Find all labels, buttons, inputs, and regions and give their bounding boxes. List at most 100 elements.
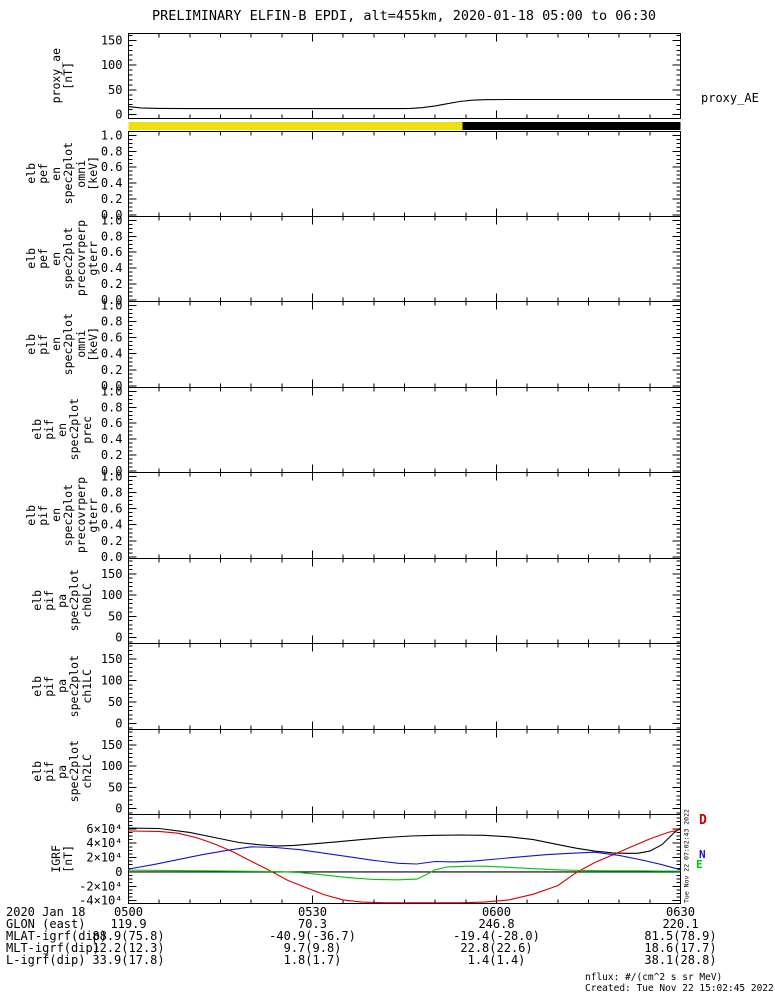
y-tick-label: 0.2: [101, 277, 123, 291]
y-tick-label: 0.6: [101, 502, 123, 516]
axis-label-word: pif: [42, 590, 57, 611]
y-tick-label: 1.0: [101, 299, 123, 313]
series-E: [128, 865, 681, 881]
y-tick-label: 50: [108, 83, 122, 97]
axis-label-word: prec: [79, 415, 94, 444]
series-N: [128, 846, 681, 871]
footer-value: 0500: [114, 905, 143, 919]
legend-label-e: E: [696, 858, 703, 871]
axis-label-word: ch2LC: [79, 754, 94, 789]
sunlight-bar-segment: [128, 122, 463, 130]
panel-frame: [128, 33, 681, 119]
footer-value: 119.9: [110, 917, 147, 931]
footer-row-label: 2020 Jan 18: [6, 905, 86, 919]
panel-label-elb_pif_pa_spec2plot_ch0LC: elb pif pa spec2plot ch0LC: [24, 558, 100, 643]
y-tick-label: 6×10⁴: [86, 822, 122, 836]
footer-row-label: MLAT-igrf(dip): [6, 929, 108, 943]
panel-label-elb_pif_pa_spec2plot_ch2LC: elb pif pa spec2plot ch2LC: [24, 729, 100, 814]
y-tick-label: 50: [108, 780, 122, 794]
created-note: Created: Tue Nov 22 15:02:45 2022: [585, 983, 774, 994]
panel-label-proxy_ae: proxy_ae [nT]: [24, 33, 100, 118]
axis-label-word: pif: [42, 675, 57, 697]
footer-row-label: GLON (east): [6, 917, 86, 931]
y-tick-label: 0.2: [101, 534, 123, 548]
y-tick-label: 0.6: [101, 160, 123, 174]
axis-label-word: spec2plot: [67, 569, 82, 632]
panel-frame: [128, 301, 681, 388]
footer-value: 22.8(22.6): [460, 941, 533, 955]
y-tick-label: 4×10⁴: [86, 836, 122, 850]
footer-row: 2020 Jan 18 0500 0530 0600 0630: [0, 905, 775, 919]
y-tick-label: 0.8: [101, 486, 123, 500]
plot-title: PRELIMINARY ELFIN-B EPDI, alt=455km, 202…: [152, 8, 656, 24]
y-tick-label: 0.4: [101, 518, 123, 532]
sunlight-bar-segment: [462, 122, 681, 130]
panel-frame: [128, 814, 681, 904]
side-timestamp: Tue Nov 22 07:02:43 2022: [682, 809, 691, 903]
panel-frame: [128, 216, 681, 302]
y-tick-label: 0.0: [101, 379, 123, 393]
axis-label-word: spec2plot: [67, 654, 82, 718]
axis-label-word: pef: [36, 163, 50, 184]
footer-value: 9.7(9.8): [283, 941, 342, 955]
footer-value: 88.9(75.8): [92, 929, 165, 943]
legend-label-n: N: [699, 848, 706, 861]
axis-label-word: [keV]: [86, 156, 100, 191]
axis-label-word: spec2plot: [67, 740, 82, 803]
y-tick-label: 0.8: [101, 229, 123, 243]
series-D: [128, 829, 681, 904]
axis-label-word: spec2plot: [61, 483, 75, 547]
y-tick-label: -4×10⁴: [79, 894, 122, 908]
footer-value: 1.8(1.7): [283, 953, 342, 967]
y-tick-label: 0.6: [101, 331, 123, 345]
panel-frame: [128, 729, 681, 815]
footer-row: MLT-igrf(dip) 12.2(12.3) 9.7(9.8) 22.8(22.6…: [0, 941, 775, 955]
panel-label-elb_pif_en_spec2plot_precovrperp_gterr: elb pif en spec2plot precovrperp gterr: [24, 472, 101, 558]
y-tick-label: 0.8: [101, 144, 123, 158]
y-tick-label: 0.6: [101, 416, 123, 430]
y-tick-label: 100: [101, 673, 123, 687]
units-and-created-notes: nflux: #/(cm^2 s sr MeV) Created: Tue No…: [585, 972, 774, 994]
y-tick-label: 150: [101, 567, 123, 581]
panel-frame: [128, 472, 681, 559]
footer-value: 246.8: [478, 917, 515, 931]
axis-label-word: spec2plot: [61, 142, 75, 205]
y-tick-label: 0: [115, 716, 122, 730]
y-tick-label: 0.8: [101, 400, 123, 414]
panel-frame: [128, 558, 681, 644]
footer-value: 0600: [482, 905, 511, 919]
y-tick-label: 0.0: [101, 464, 123, 478]
footer-row: GLON (east) 119.9 70.3 246.8 220.1: [0, 917, 775, 931]
series-proxy_AE: [128, 98, 681, 110]
axis-label-word: spec2plot: [61, 312, 75, 376]
y-tick-label: 150: [101, 738, 123, 752]
y-tick-label: -2×10⁴: [79, 879, 122, 893]
y-tick-label: 0.2: [101, 192, 123, 206]
axis-label-word: pif: [36, 504, 50, 526]
panel-frame: [128, 387, 681, 473]
nflux-note: nflux: #/(cm^2 s sr MeV): [585, 972, 723, 983]
footer-value: 70.3: [298, 917, 327, 931]
legend-label-d: D: [699, 813, 707, 828]
y-tick-label: 0: [115, 802, 122, 816]
series-B-total: [128, 827, 681, 854]
y-tick-label: 50: [108, 695, 122, 709]
y-tick-label: 0.4: [101, 347, 123, 361]
y-tick-label: 100: [101, 588, 123, 602]
y-tick-label: 150: [101, 33, 123, 47]
y-tick-label: 150: [101, 652, 123, 666]
axis-label-word: [nT]: [61, 844, 75, 873]
panel-label-elb_pef_en_spec2plot_precovrperp_gterr: elb pef en spec2plot precovrperp gterr: [24, 216, 101, 301]
y-tick-label: 1.0: [101, 384, 123, 398]
axis-label-word: ch1LC: [79, 668, 94, 704]
footer-row: L-igrf(dip) 33.9(17.8) 1.8(1.7) 1.4(1.4) 38.…: [0, 953, 775, 967]
footer-value: -19.4(-28.0): [453, 929, 540, 943]
axis-label-word: spec2plot: [61, 227, 75, 290]
footer-value: 12.2(12.3): [92, 941, 165, 955]
y-tick-label: 0.0: [101, 550, 123, 564]
panel-label-elb_pif_en_spec2plot_prec: elb pif en spec2plot prec: [24, 387, 100, 472]
panel-label-elb_pef_en_spec2plot_omni: elb pef en spec2plot omni [keV]: [24, 131, 101, 216]
footer-row-label: MLT-igrf(dip): [6, 941, 100, 955]
